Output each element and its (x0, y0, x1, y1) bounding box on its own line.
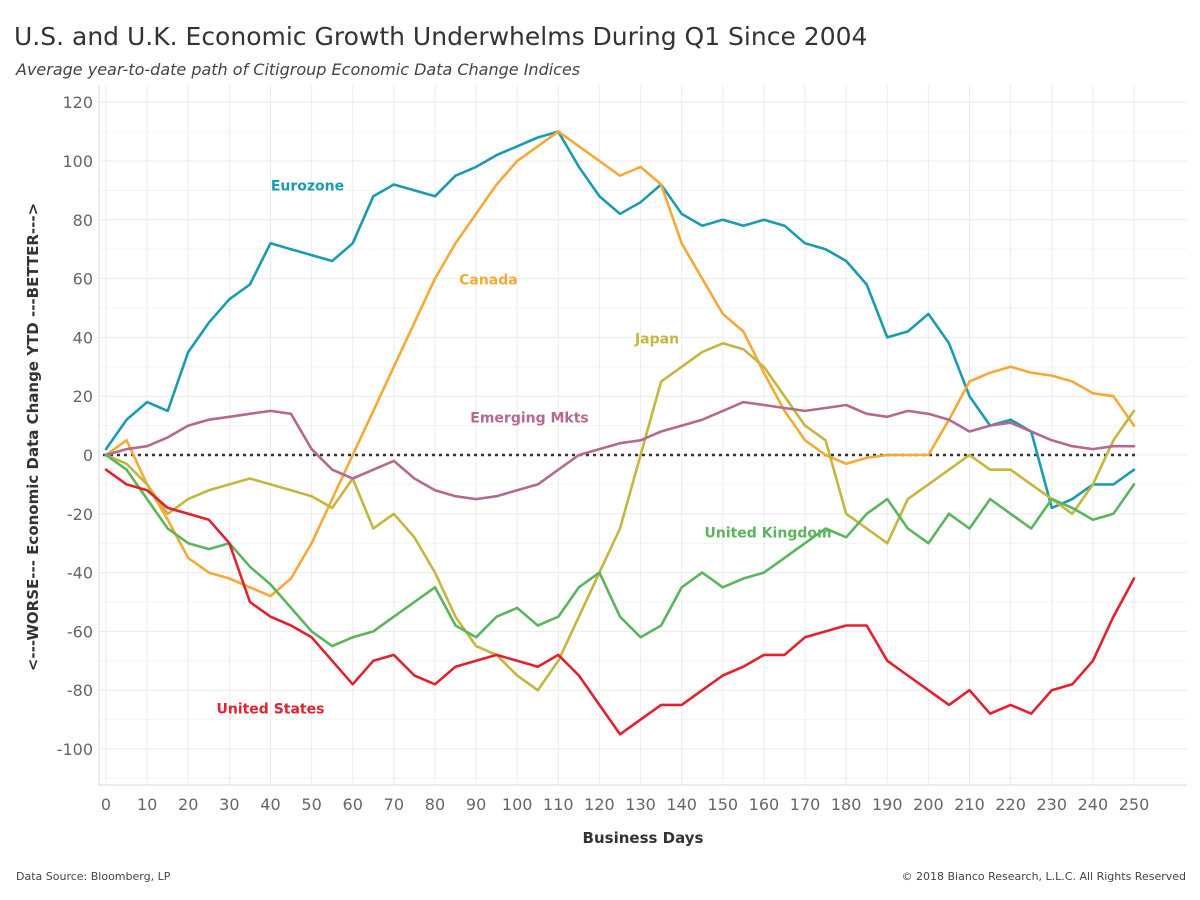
x-tick-label: 220 (995, 795, 1026, 814)
x-tick-label: 110 (543, 795, 574, 814)
x-tick-label: 80 (425, 795, 445, 814)
series-line-emerging-mkts (104, 400, 1136, 501)
x-tick-label: 140 (666, 795, 697, 814)
y-tick-label: 100 (62, 152, 93, 171)
series-lines (104, 130, 1136, 736)
series-label-emerging-mkts: Emerging Mkts (470, 411, 589, 427)
x-tick-label: 60 (343, 795, 363, 814)
x-tick-label: 240 (1078, 795, 1109, 814)
y-tick-label: 20 (73, 387, 93, 406)
series-line-united-states (104, 468, 1136, 736)
series-label-united-states: United States (216, 702, 324, 718)
y-tick-label: 40 (73, 328, 93, 347)
y-tick-label: 80 (73, 211, 93, 230)
series-label-japan: Japan (634, 331, 679, 347)
chart-title: U.S. and U.K. Economic Growth Underwhelm… (14, 22, 868, 51)
x-tick-label: 210 (954, 795, 985, 814)
x-tick-label: 30 (219, 795, 239, 814)
x-axis-title: Business Days (583, 829, 704, 847)
y-tick-label: -20 (67, 505, 93, 524)
series-label-canada: Canada (459, 272, 518, 288)
series-label-eurozone: Eurozone (271, 178, 344, 194)
y-axis-title: <---WORSE--- Economic Data Change YTD --… (24, 203, 42, 671)
series-line-united-kingdom (104, 453, 1136, 648)
x-tick-label: 200 (913, 795, 944, 814)
x-tick-label: 50 (301, 795, 321, 814)
x-tick-label: 190 (872, 795, 903, 814)
series-label-united-kingdom: United Kingdom (704, 525, 831, 541)
copyright-note: © 2018 Bianco Research, L.L.C. All Right… (901, 870, 1186, 883)
x-tick-label: 70 (384, 795, 404, 814)
x-tick-label: 0 (101, 795, 111, 814)
x-tick-label: 180 (831, 795, 862, 814)
gridlines (99, 85, 1187, 785)
x-tick-label: 40 (260, 795, 280, 814)
y-tick-label: -40 (67, 564, 93, 583)
x-tick-label: 170 (790, 795, 821, 814)
series-line-eurozone (104, 130, 1136, 510)
series-line-canada (104, 130, 1136, 598)
series-labels: Eurozone Canada Japan Emerging Mkts United K… (216, 178, 831, 717)
x-tick-label: 150 (708, 795, 739, 814)
x-tick-label: 20 (178, 795, 198, 814)
series-line-japan (104, 341, 1136, 692)
x-tick-label: 130 (625, 795, 656, 814)
y-tick-label: -60 (67, 622, 93, 641)
chart-subtitle: Average year-to-date path of Citigroup E… (16, 60, 581, 79)
x-tick-label: 90 (466, 795, 486, 814)
x-tick-label: 100 (502, 795, 533, 814)
y-tick-label: -100 (57, 740, 93, 759)
x-tick-label: 160 (749, 795, 780, 814)
x-tick-label: 120 (584, 795, 615, 814)
y-tick-label: 0 (83, 446, 93, 465)
x-tick-label: 10 (137, 795, 157, 814)
data-source-note: Data Source: Bloomberg, LP (16, 870, 171, 883)
y-tick-label: -80 (67, 681, 93, 700)
x-tick-label: 230 (1036, 795, 1067, 814)
y-tick-label: 120 (62, 93, 93, 112)
x-tick-label: 250 (1119, 795, 1150, 814)
y-tick-label: 60 (73, 270, 93, 289)
